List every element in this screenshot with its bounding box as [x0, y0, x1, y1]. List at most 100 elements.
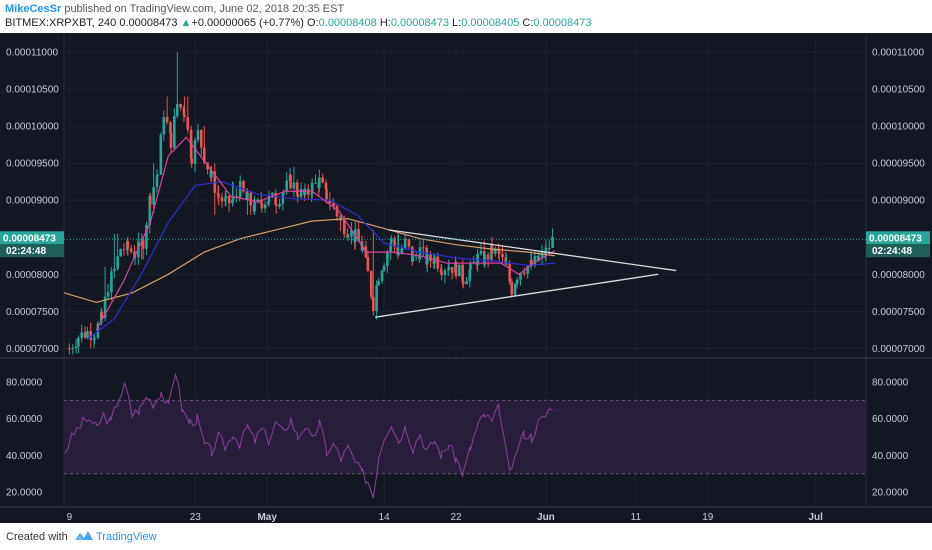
candle-body — [145, 225, 148, 249]
candle-body — [389, 242, 393, 253]
candle-body — [263, 204, 267, 209]
rsi-band — [64, 400, 866, 474]
candle-body — [285, 180, 289, 192]
candle-body — [443, 270, 447, 275]
last-price: 0.00008473 — [119, 17, 178, 29]
candle-body — [246, 192, 249, 199]
candle-body — [179, 104, 182, 108]
candle-body — [148, 195, 152, 226]
triangle-trendline — [388, 229, 677, 272]
candle-body — [71, 348, 75, 350]
tradingview-brand[interactable]: TradingView — [96, 531, 157, 543]
candle-body — [86, 331, 89, 338]
price-tick-label-right: 0.00009500 — [872, 159, 925, 170]
candle-body — [271, 192, 274, 195]
candle-body — [318, 177, 321, 188]
price-tick-label-right: 0.00011000 — [872, 48, 925, 59]
candle-body — [361, 246, 364, 251]
open-value: 0.00008408 — [318, 17, 377, 29]
candle-body — [175, 104, 179, 117]
candle-body — [377, 280, 380, 286]
price-tick-label-right: 0.00010000 — [872, 122, 925, 133]
candle-body — [267, 194, 271, 202]
candle-body — [422, 247, 425, 249]
low-value: 0.00008405 — [461, 17, 520, 29]
candle-body — [450, 267, 454, 273]
candle-body — [508, 263, 511, 282]
candle-body — [483, 254, 487, 265]
time-tick-label: 22 — [450, 512, 462, 523]
price-tick-label-left: 0.00007000 — [6, 344, 59, 355]
candle-body — [80, 332, 84, 338]
candle-body — [202, 147, 206, 163]
candle-body — [152, 187, 155, 205]
price-tick-label-left: 0.00007500 — [6, 307, 59, 318]
candle-body — [310, 193, 313, 195]
rsi-tick-label-right: 60.0000 — [872, 414, 909, 425]
symbol-label[interactable]: BITMEX:XRPXBT, 240 — [5, 17, 117, 29]
candle-body — [190, 158, 193, 164]
candle-body — [332, 202, 336, 207]
candle-body — [418, 247, 422, 260]
candle-body — [122, 249, 126, 251]
candle-body — [346, 234, 349, 238]
time-tick-label: 23 — [190, 512, 202, 523]
candle-body — [299, 189, 303, 197]
candle-body — [436, 256, 440, 269]
candle-body — [267, 201, 270, 205]
candle-body — [156, 174, 159, 177]
candle-body — [216, 192, 220, 196]
candle-body — [310, 182, 314, 194]
published-text: published on TradingView.com, June 02, 2… — [61, 3, 345, 15]
candle-body — [371, 296, 375, 312]
candle-body — [411, 255, 415, 262]
candle-body — [519, 273, 522, 280]
candle-body — [235, 195, 238, 197]
price-tick-label-right: 0.00008000 — [872, 270, 925, 281]
rsi-tick-label-right: 20.0000 — [872, 488, 909, 499]
publication-line: MikeCesSr published on TradingView.com, … — [5, 3, 344, 15]
candle-body — [231, 196, 235, 200]
candle-body — [429, 254, 432, 261]
candle-body — [440, 272, 443, 275]
candle-body — [497, 251, 501, 255]
time-tick-label: May — [257, 512, 277, 523]
candle-body — [314, 182, 317, 184]
ma-blue-line — [87, 181, 555, 340]
candle-body — [106, 292, 110, 297]
price-tick-label-left: 0.00010000 — [6, 122, 59, 133]
candle-body — [238, 181, 242, 198]
footer: Created with TradingView — [0, 523, 932, 550]
candle-body — [93, 337, 96, 339]
candle-body — [404, 239, 407, 241]
candle-body — [296, 194, 300, 197]
created-with-text: Created with — [6, 531, 68, 543]
candle-body — [523, 272, 526, 274]
candle-body — [530, 259, 533, 266]
candle-body — [224, 195, 228, 199]
candle-body — [116, 256, 119, 269]
price-chart[interactable]: 0.00011000 0.00011000 0.00010500 0.00010500… — [0, 33, 932, 523]
time-tick-label: 14 — [379, 512, 391, 523]
author-link[interactable]: MikeCesSr — [5, 3, 62, 15]
high-value: 0.00008473 — [390, 17, 449, 29]
candle-body — [133, 251, 136, 258]
candle-body — [149, 195, 152, 205]
candle-body — [199, 130, 203, 148]
candle-body — [289, 175, 292, 189]
candle-body — [100, 311, 104, 318]
rsi-tick-label-right: 80.0000 — [872, 378, 909, 389]
candle-body — [446, 269, 450, 271]
countdown-label-right: 02:24:48 — [872, 246, 912, 257]
candle-body — [103, 296, 107, 318]
candle-body — [342, 219, 346, 235]
ma-orange-line — [63, 218, 555, 304]
tradingview-logo-icon[interactable] — [74, 529, 94, 543]
candle-body — [173, 116, 176, 148]
price-tick-label-right: 0.00007000 — [872, 344, 925, 355]
last-price-label-right: 0.00008473 — [869, 234, 922, 245]
candle-body — [366, 257, 370, 272]
candle-body — [382, 265, 386, 271]
candle-body — [169, 133, 173, 148]
low-label: L: — [452, 17, 462, 29]
